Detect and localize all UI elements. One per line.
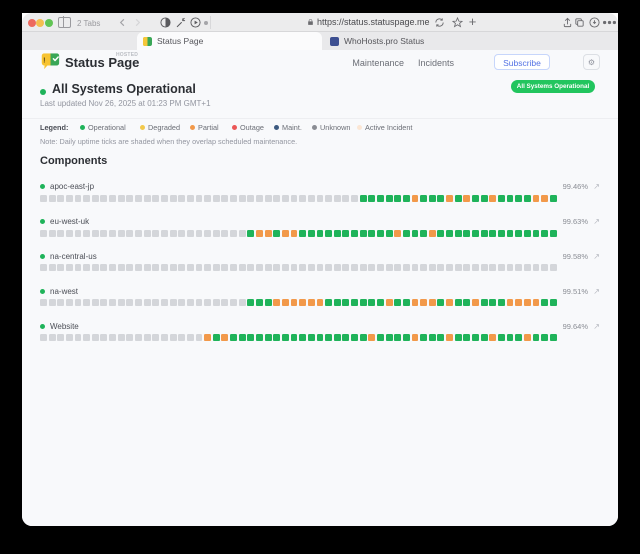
svg-text:!: ! xyxy=(43,55,45,64)
